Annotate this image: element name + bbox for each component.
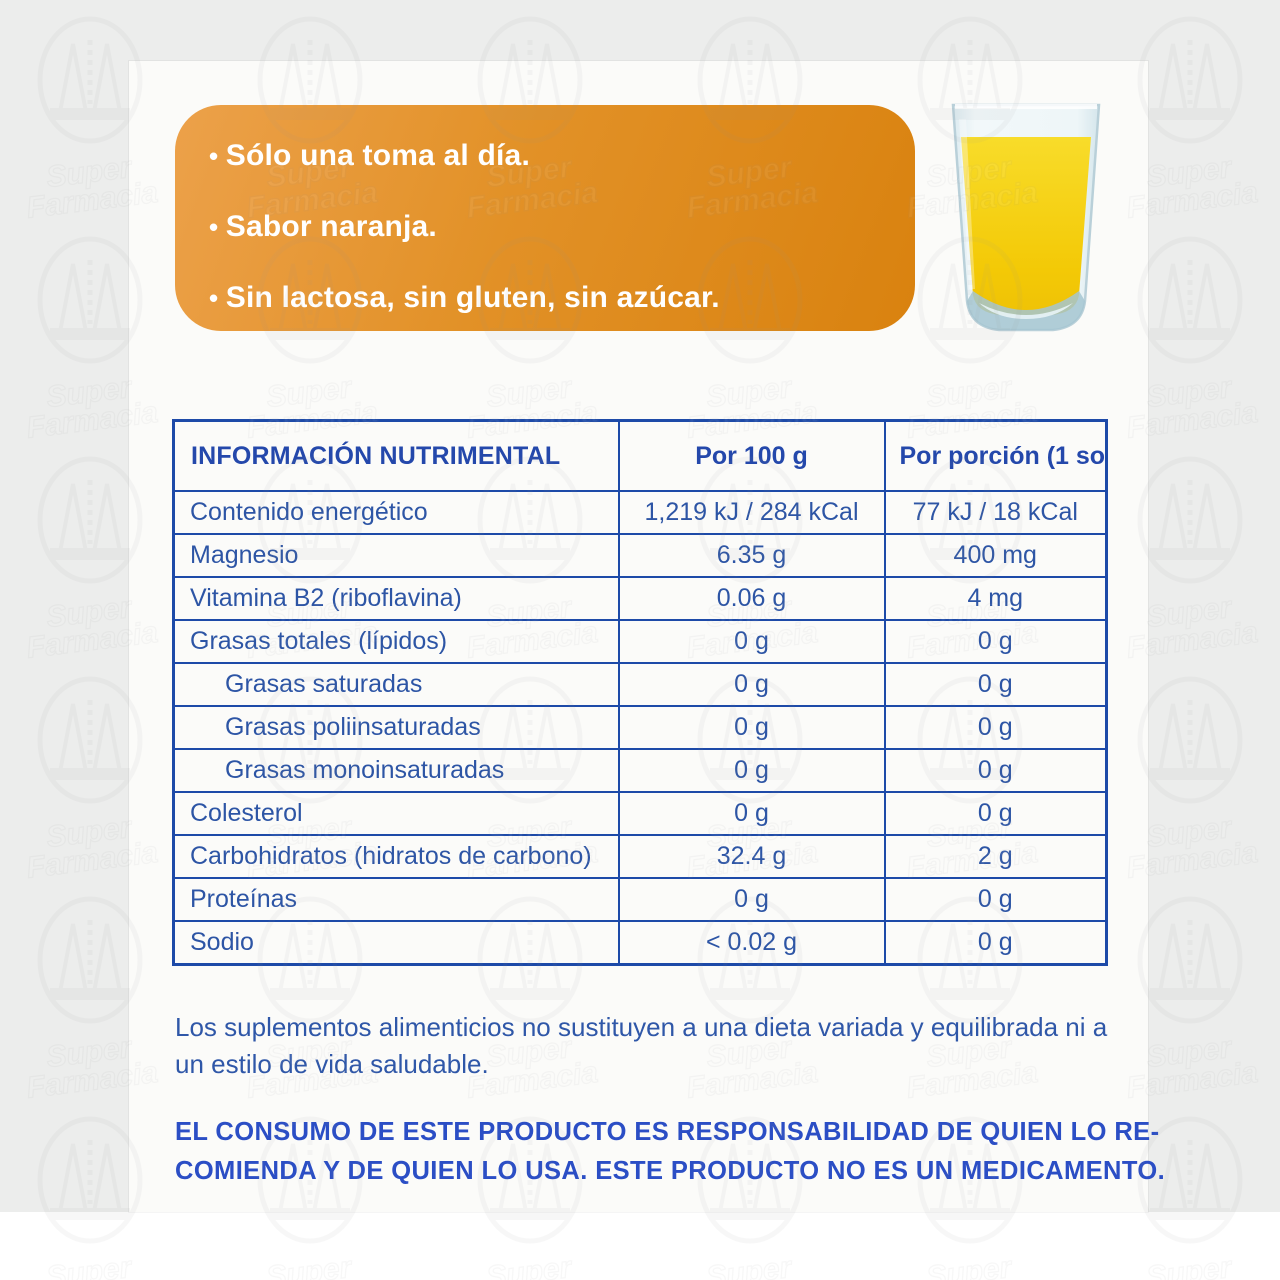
table-row: Vitamina B2 (riboflavina) 0.06 g 4 mg (172, 576, 1108, 621)
table-row: Colesterol 0 g 0 g (172, 791, 1108, 836)
table-row: Sodio < 0.02 g 0 g (172, 920, 1108, 966)
claim-bullet-flavor: Sabor naranja. (209, 212, 915, 242)
row-label-cell: Vitamina B2 (riboflavina) (172, 576, 620, 621)
row-label-cell: Contenido energético (172, 490, 620, 535)
claims-highlight-box: Sólo una toma al día. Sabor naranja. Sin… (175, 105, 915, 331)
table-row: Grasas saturadas 0 g 0 g (172, 662, 1108, 707)
nutrition-table: INFORMACIÓN NUTRIMENTAL Por 100 g Por po… (172, 419, 1108, 966)
package-panel: Sólo una toma al día. Sabor naranja. Sin… (129, 61, 1165, 1212)
table-row: Proteínas 0 g 0 g (172, 877, 1108, 922)
column-header-per-100g: Por 100 g (617, 419, 886, 492)
per-100g-cell: 0 g (617, 748, 886, 793)
table-row: Carbohidratos (hidratos de carbono) 32.4… (172, 834, 1108, 879)
row-label-cell: Grasas monoinsaturadas (172, 748, 620, 793)
juice-glass-svg (951, 103, 1101, 332)
per-portion-cell: 4 mg (883, 576, 1108, 621)
supplement-note-line1: Los suplementos alimenticios no sustituy… (175, 1012, 1108, 1042)
table-header-row: INFORMACIÓN NUTRIMENTAL Por 100 g Por po… (172, 419, 1108, 492)
supplement-note-line2: un estilo de vida saludable. (175, 1049, 489, 1079)
row-label-cell: Grasas totales (lípidos) (172, 619, 620, 664)
per-portion-cell: 2 g (883, 834, 1108, 879)
per-100g-cell: 0 g (617, 791, 886, 836)
table-row: Contenido energético 1,219 kJ / 284 kCal… (172, 490, 1108, 535)
column-header-per-portion: Por porción (1 sobre) (883, 419, 1108, 492)
glass-rim-highlight (955, 104, 1097, 109)
nutrition-table-wrap: INFORMACIÓN NUTRIMENTAL Por 100 g Por po… (172, 419, 1108, 966)
per-100g-cell: 0 g (617, 705, 886, 750)
row-label-cell: Carbohidratos (hidratos de carbono) (172, 834, 620, 879)
table-row: Magnesio 6.35 g 400 mg (172, 533, 1108, 578)
juice-glass-image (945, 99, 1107, 337)
per-100g-cell: < 0.02 g (617, 920, 886, 966)
row-label-cell: Colesterol (172, 791, 620, 836)
row-label-cell: Sodio (172, 920, 620, 966)
per-100g-cell: 6.35 g (617, 533, 886, 578)
per-100g-cell: 0 g (617, 877, 886, 922)
per-100g-cell: 1,219 kJ / 284 kCal (617, 490, 886, 535)
background-bottom-strip (0, 1212, 1280, 1280)
claim-bullet-free-of: Sin lactosa, sin gluten, sin azúcar. (209, 283, 915, 313)
table-row: Grasas monoinsaturadas 0 g 0 g (172, 748, 1108, 793)
claim-bullet-daily: Sólo una toma al día. (209, 141, 915, 171)
per-100g-cell: 32.4 g (617, 834, 886, 879)
per-portion-cell: 0 g (883, 705, 1108, 750)
per-portion-cell: 0 g (883, 791, 1108, 836)
per-100g-cell: 0 g (617, 619, 886, 664)
per-portion-cell: 0 g (883, 662, 1108, 707)
row-label-cell: Grasas saturadas (172, 662, 620, 707)
row-label-cell: Grasas poliinsaturadas (172, 705, 620, 750)
table-row: Grasas poliinsaturadas 0 g 0 g (172, 705, 1108, 750)
table-row: Grasas totales (lípidos) 0 g 0 g (172, 619, 1108, 664)
responsibility-disclaimer: EL CONSUMO DE ESTE PRODUCTO ES RESPONSAB… (175, 1113, 1165, 1191)
per-portion-cell: 0 g (883, 877, 1108, 922)
per-portion-cell: 0 g (883, 619, 1108, 664)
per-portion-cell: 400 mg (883, 533, 1108, 578)
row-label-cell: Proteínas (172, 877, 620, 922)
juice-fill (961, 137, 1091, 315)
row-label-cell: Magnesio (172, 533, 620, 578)
per-portion-cell: 0 g (883, 748, 1108, 793)
disclaimer-line2: COMIENDA Y DE QUIEN LO USA. ESTE PRODUCT… (175, 1157, 1166, 1185)
per-100g-cell: 0.06 g (617, 576, 886, 621)
per-100g-cell: 0 g (617, 662, 886, 707)
supplement-note: Los suplementos alimenticios no sustituy… (175, 1009, 1155, 1083)
disclaimer-line1: EL CONSUMO DE ESTE PRODUCTO ES RESPONSAB… (175, 1118, 1160, 1146)
per-portion-cell: 77 kJ / 18 kCal (883, 490, 1108, 535)
table-title: INFORMACIÓN NUTRIMENTAL (172, 419, 620, 492)
per-portion-cell: 0 g (883, 920, 1108, 966)
